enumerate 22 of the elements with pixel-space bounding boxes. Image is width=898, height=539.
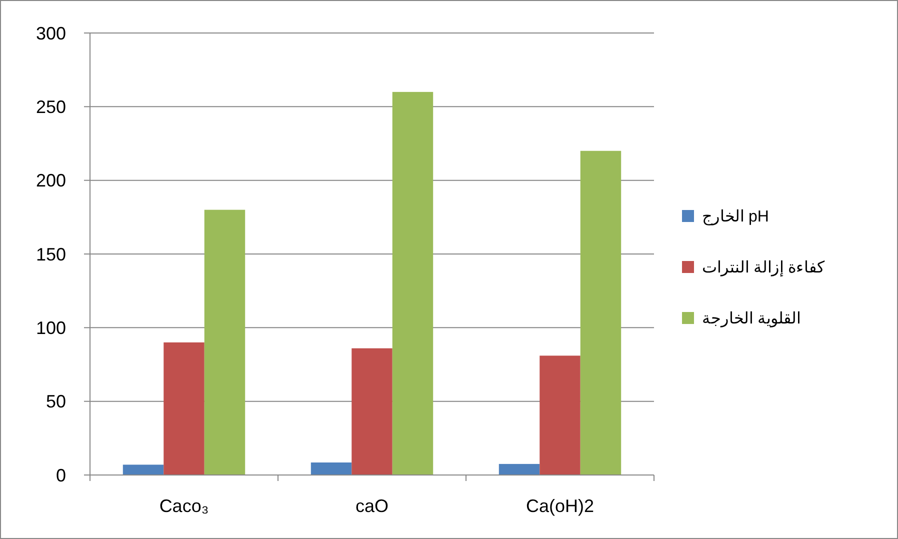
bar bbox=[310, 462, 352, 475]
bar bbox=[498, 464, 540, 475]
y-tick-label: 0 bbox=[56, 465, 66, 486]
bar bbox=[540, 356, 580, 475]
y-tick-label: 300 bbox=[36, 23, 66, 44]
bar bbox=[122, 464, 164, 475]
bar bbox=[392, 92, 434, 475]
y-tick-label: 250 bbox=[36, 96, 66, 117]
y-tick-label: 50 bbox=[46, 392, 66, 412]
x-tick-label: Ca(oH)2 bbox=[526, 496, 594, 516]
legend-label: القلوية الخارجة bbox=[702, 310, 800, 328]
legend-label: pH الخارج bbox=[702, 208, 769, 226]
y-tick-label: 100 bbox=[36, 318, 66, 338]
legend-label: كفاءة إزالة النترات bbox=[702, 260, 825, 277]
x-tick-label: Caco₃ bbox=[159, 496, 209, 516]
y-tick-label: 150 bbox=[36, 244, 66, 264]
bar bbox=[352, 348, 392, 475]
x-tick-label: caO bbox=[355, 496, 389, 516]
bar bbox=[204, 210, 246, 475]
bar bbox=[580, 150, 622, 475]
bar bbox=[164, 342, 204, 475]
y-tick-label: 200 bbox=[36, 170, 66, 191]
